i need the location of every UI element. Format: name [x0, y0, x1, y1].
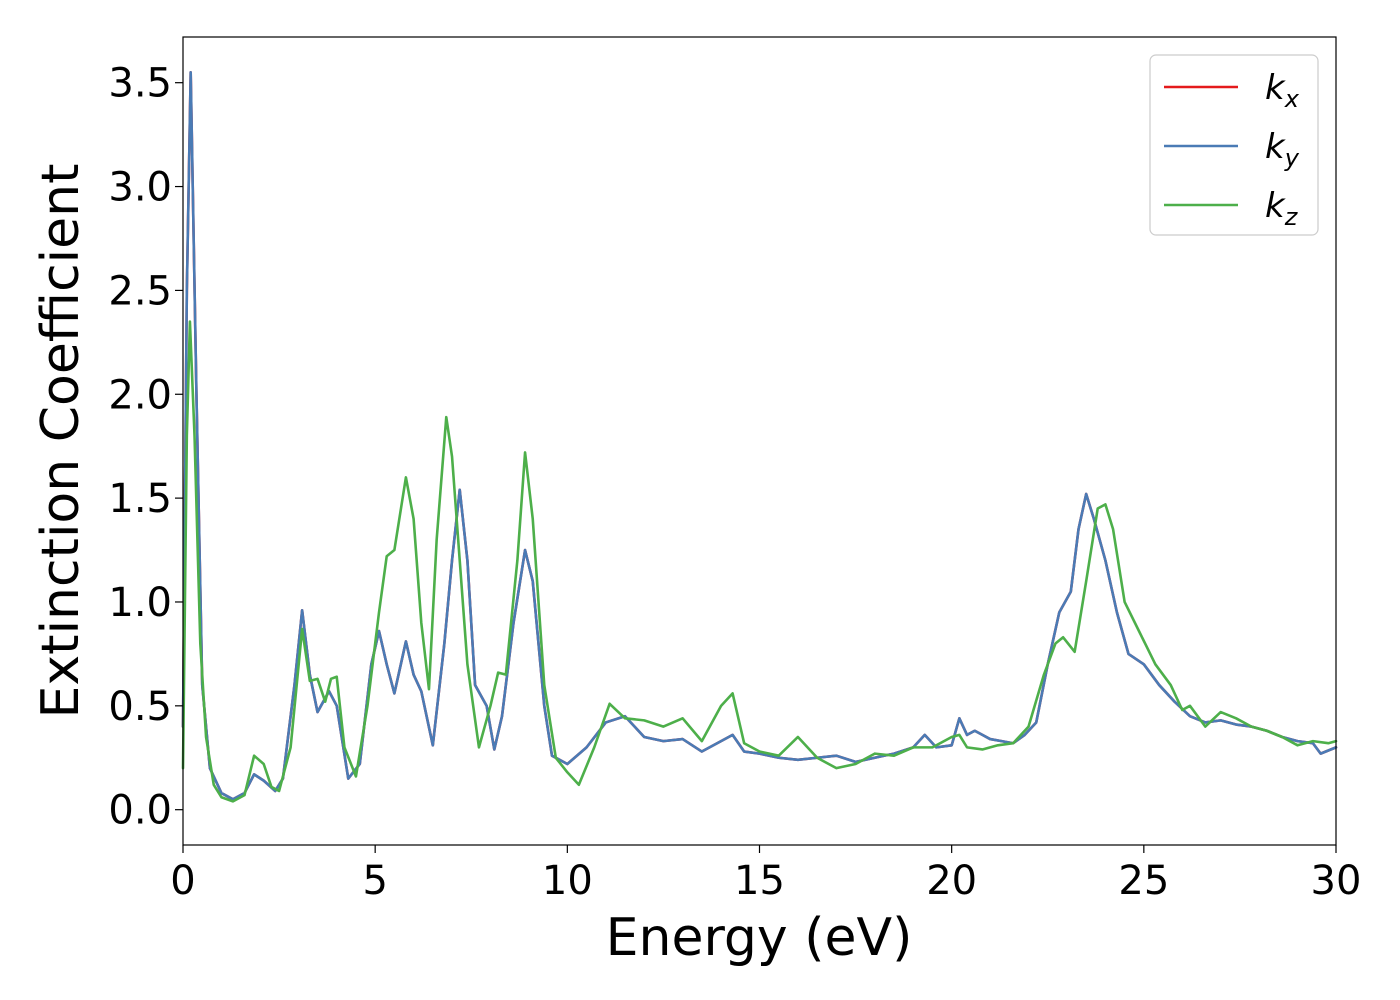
legend-label-x: kx [1265, 68, 1300, 113]
legend-label-z: kz [1265, 186, 1299, 231]
legend: kx ky kz [1149, 54, 1319, 236]
y-tick-label: 3.5 [108, 61, 172, 107]
y-tick-label: 2.0 [108, 372, 172, 418]
y-tick-label: 0.5 [108, 684, 172, 730]
x-tick-label: 20 [926, 858, 977, 904]
plot-lines [181, 71, 1338, 803]
y-axis-ticks: 0.0 0.5 1.0 1.5 2.0 2.5 3.0 3.5 [108, 61, 183, 834]
x-tick-label: 10 [542, 858, 593, 904]
x-tick-label: 5 [362, 858, 387, 904]
legend-label-y: ky [1265, 127, 1300, 172]
y-tick-label: 0.0 [108, 788, 172, 834]
x-axis-label: Energy (eV) [606, 908, 913, 968]
y-tick-label: 2.5 [108, 268, 172, 314]
x-tick-label: 0 [170, 858, 195, 904]
series-line-z [181, 320, 1338, 803]
y-tick-label: 1.5 [108, 476, 172, 522]
y-tick-label: 3.0 [108, 165, 172, 211]
y-tick-label: 1.0 [108, 580, 172, 626]
x-tick-label: 30 [1311, 858, 1362, 904]
y-axis-label: Extinction Coefficient [31, 164, 91, 719]
x-tick-label: 25 [1118, 858, 1169, 904]
x-axis-ticks: 0 5 10 15 20 25 30 [170, 845, 1361, 904]
x-tick-label: 15 [734, 858, 785, 904]
series-line-y [181, 71, 1338, 801]
